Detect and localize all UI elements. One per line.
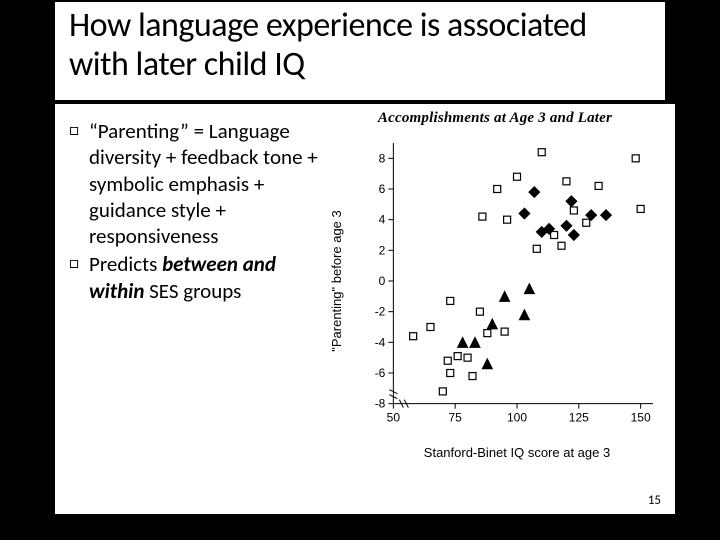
- svg-text:-8: -8: [375, 397, 386, 411]
- chart-area: -8 -6 -4 -2 0 2 4 6 8 50 75 100 125 150 Stanford-Binet…: [325, 133, 665, 463]
- svg-text:0: 0: [379, 274, 386, 288]
- svg-text:4: 4: [379, 213, 386, 227]
- svg-text:8: 8: [379, 151, 386, 165]
- svg-text:2: 2: [379, 243, 386, 257]
- bullet-text: Predicts between and within SES groups: [89, 251, 329, 304]
- svg-text:50: 50: [387, 411, 401, 425]
- bullet-item: □Predicts between and within SES groups: [69, 251, 329, 304]
- svg-text:75: 75: [449, 411, 463, 425]
- title-band: How language experience is associated wi…: [55, 2, 665, 100]
- scatter-chart-svg: -8 -6 -4 -2 0 2 4 6 8 50 75 100 125 150 Stanford-Binet…: [325, 133, 665, 463]
- bullet-item: □“Parenting” = Language diversity + feed…: [69, 118, 329, 249]
- svg-text:100: 100: [507, 411, 527, 425]
- svg-text:Stanford-Binet IQ score at age: Stanford-Binet IQ score at age 3: [424, 445, 610, 460]
- svg-text:"Parenting" before age 3: "Parenting" before age 3: [329, 210, 344, 352]
- bullet-glyph-icon: □: [69, 118, 89, 249]
- svg-text:-4: -4: [375, 335, 386, 349]
- svg-text:6: 6: [379, 182, 386, 196]
- scatter-figure: Accomplishments at Age 3 and Later -8-6-…: [325, 110, 665, 490]
- body-area: □“Parenting” = Language diversity + feed…: [55, 104, 675, 514]
- bullet-list: □“Parenting” = Language diversity + feed…: [69, 118, 329, 306]
- page-number: 15: [648, 493, 661, 508]
- bullet-text: “Parenting” = Language diversity + feedb…: [89, 118, 329, 249]
- slide-title: How language experience is associated wi…: [69, 6, 651, 84]
- svg-text:125: 125: [569, 411, 589, 425]
- svg-text:-6: -6: [375, 366, 386, 380]
- bullet-glyph-icon: □: [69, 251, 89, 304]
- slide: How language experience is associated wi…: [0, 0, 720, 540]
- svg-text:-2: -2: [375, 305, 386, 319]
- svg-text:150: 150: [631, 411, 651, 425]
- chart-title: Accomplishments at Age 3 and Later: [325, 110, 665, 127]
